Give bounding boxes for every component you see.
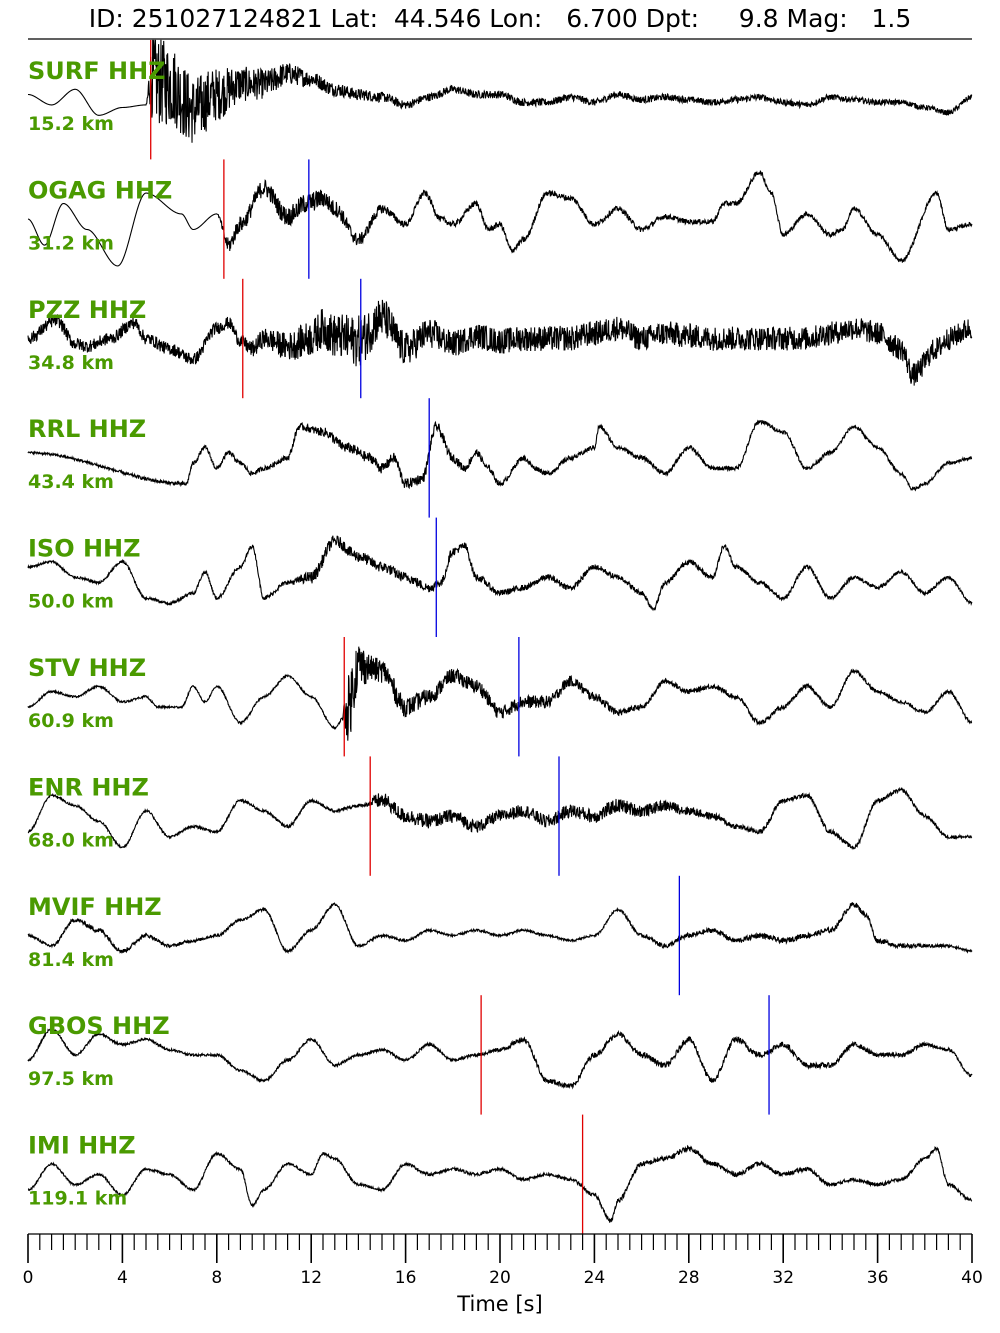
station-name-imi-hhz: IMI HHZ xyxy=(28,1132,136,1160)
station-distance-stv-hhz: 60.9 km xyxy=(28,710,114,732)
trace-mvif-hhz xyxy=(27,902,973,955)
trace-ogag-hhz xyxy=(27,170,973,267)
x-tick-label: 20 xyxy=(489,1268,511,1288)
x-tick-label: 28 xyxy=(678,1268,700,1288)
trace-rrl-hhz xyxy=(27,419,973,492)
station-distance-pzz-hhz: 34.8 km xyxy=(28,352,114,374)
x-tick-label: 24 xyxy=(584,1268,606,1288)
station-distance-surf-hhz: 15.2 km xyxy=(28,113,114,135)
station-distance-imi-hhz: 119.1 km xyxy=(28,1188,127,1210)
station-name-iso-hhz: ISO HHZ xyxy=(28,535,141,563)
x-tick-label: 32 xyxy=(772,1268,794,1288)
x-tick-label: 8 xyxy=(211,1268,222,1288)
pick-group xyxy=(150,40,770,1234)
station-label-group: SURF HHZ 15.2 km OGAG HHZ 31.2 km PZZ HHZ 34.… xyxy=(28,57,172,1210)
trace-enr-hhz xyxy=(27,786,973,851)
station-distance-gbos-hhz: 97.5 km xyxy=(28,1068,114,1090)
station-distance-iso-hhz: 50.0 km xyxy=(28,591,114,613)
trace-surf-hhz xyxy=(27,39,973,143)
x-tick-label: 12 xyxy=(300,1268,322,1288)
station-name-surf-hhz: SURF HHZ xyxy=(28,57,166,85)
trace-iso-hhz xyxy=(27,535,973,612)
station-name-pzz-hhz: PZZ HHZ xyxy=(28,296,146,324)
x-tick-label: 0 xyxy=(23,1268,34,1288)
station-distance-rrl-hhz: 43.4 km xyxy=(28,471,114,493)
x-tick-label: 40 xyxy=(961,1268,983,1288)
station-name-ogag-hhz: OGAG HHZ xyxy=(28,176,172,204)
trace-pzz-hhz xyxy=(27,299,973,386)
station-name-gbos-hhz: GBOS HHZ xyxy=(28,1012,170,1040)
station-distance-enr-hhz: 68.0 km xyxy=(28,829,114,851)
trace-stv-hhz xyxy=(27,646,973,741)
station-name-enr-hhz: ENR HHZ xyxy=(28,773,149,801)
trace-gbos-hhz xyxy=(27,1027,973,1090)
trace-imi-hhz xyxy=(27,1144,973,1223)
x-axis-title: Time [s] xyxy=(456,1292,542,1316)
station-distance-ogag-hhz: 31.2 km xyxy=(28,232,114,254)
x-axis: 0 4 8 12 16 20 24 28 32 36 40 xyxy=(23,1233,983,1288)
x-tick-label: 16 xyxy=(395,1268,417,1288)
x-tick-label: 4 xyxy=(117,1268,128,1288)
x-tick-label: 36 xyxy=(867,1268,889,1288)
station-distance-mvif-hhz: 81.4 km xyxy=(28,949,114,971)
station-name-stv-hhz: STV HHZ xyxy=(28,654,146,682)
trace-group xyxy=(27,39,973,1223)
station-name-mvif-hhz: MVIF HHZ xyxy=(28,893,162,921)
station-name-rrl-hhz: RRL HHZ xyxy=(28,415,146,443)
chart-title: ID: 251027124821 Lat: 44.546 Lon: 6.700 … xyxy=(88,4,912,33)
